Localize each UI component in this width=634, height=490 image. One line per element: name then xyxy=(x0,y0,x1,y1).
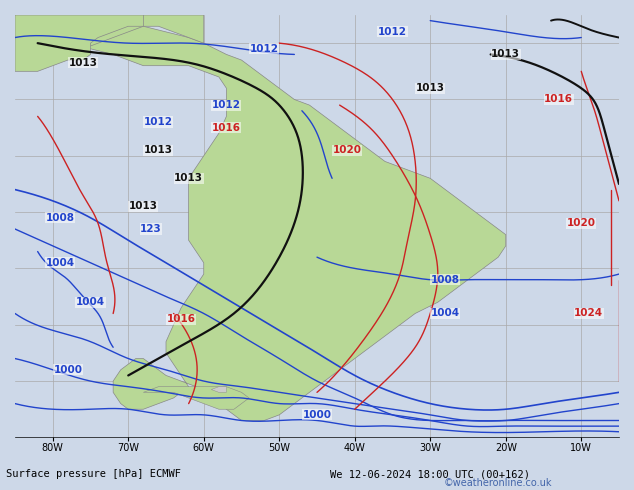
Text: 1013: 1013 xyxy=(491,49,521,59)
Text: ©weatheronline.co.uk: ©weatheronline.co.uk xyxy=(444,478,552,488)
Text: 1004: 1004 xyxy=(76,297,105,307)
Text: 1013: 1013 xyxy=(144,145,173,155)
Text: 1013: 1013 xyxy=(129,201,158,212)
Text: 1013: 1013 xyxy=(174,173,203,183)
Text: 1004: 1004 xyxy=(46,258,75,268)
Text: 1008: 1008 xyxy=(431,275,460,285)
Text: 1016: 1016 xyxy=(167,314,196,324)
Text: 1013: 1013 xyxy=(416,83,444,93)
Polygon shape xyxy=(143,387,249,409)
Text: 1008: 1008 xyxy=(46,213,75,223)
Text: 123: 123 xyxy=(140,224,162,234)
Text: 1020: 1020 xyxy=(333,145,362,155)
Text: 1000: 1000 xyxy=(302,410,332,420)
Text: 1020: 1020 xyxy=(567,219,596,228)
Polygon shape xyxy=(619,15,634,438)
Text: We 12-06-2024 18:00 UTC (00+162): We 12-06-2024 18:00 UTC (00+162) xyxy=(330,469,529,479)
Text: 1012: 1012 xyxy=(144,117,173,127)
Text: 1016: 1016 xyxy=(544,95,573,104)
Text: 1013: 1013 xyxy=(68,58,98,68)
Text: 1004: 1004 xyxy=(430,309,460,318)
Polygon shape xyxy=(15,15,143,72)
Text: Surface pressure [hPa] ECMWF: Surface pressure [hPa] ECMWF xyxy=(6,469,181,479)
Text: 1000: 1000 xyxy=(53,365,82,375)
Text: 1024: 1024 xyxy=(574,309,604,318)
Text: 1016: 1016 xyxy=(212,122,241,133)
Text: 1012: 1012 xyxy=(378,27,407,37)
Text: 1012: 1012 xyxy=(250,44,279,54)
Polygon shape xyxy=(37,26,506,420)
Polygon shape xyxy=(15,15,204,54)
Polygon shape xyxy=(211,387,226,392)
Text: 1012: 1012 xyxy=(212,100,241,110)
